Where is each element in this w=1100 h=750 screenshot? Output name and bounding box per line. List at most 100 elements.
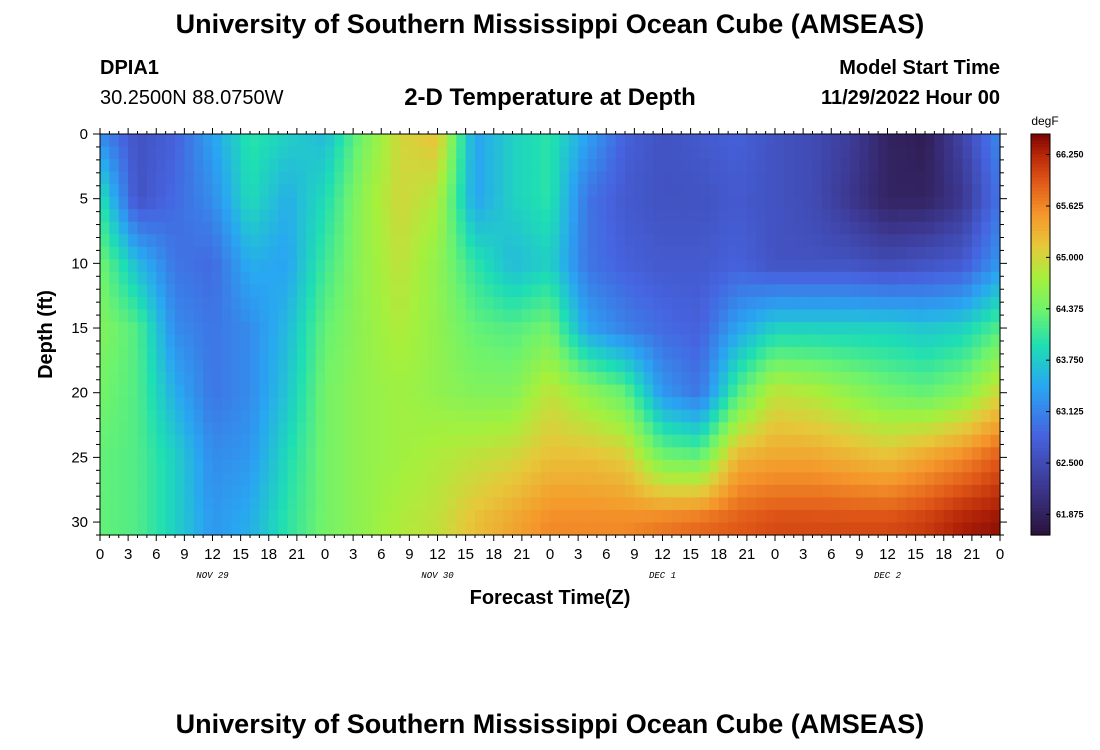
heatmap-cell [221, 159, 232, 173]
heatmap-cell [418, 459, 429, 473]
heatmap-cell [334, 234, 345, 248]
heatmap-cell [128, 296, 139, 311]
heatmap-cell [306, 196, 317, 210]
heatmap-cell [962, 459, 973, 473]
heatmap-cell [643, 134, 654, 148]
heatmap-cell [681, 321, 692, 336]
heatmap-cell [512, 497, 523, 511]
heatmap-cell [653, 134, 664, 148]
heatmap-cell [278, 484, 289, 499]
heatmap-cell [268, 384, 279, 398]
heatmap-cell [578, 221, 589, 235]
heatmap-cell [578, 296, 589, 311]
heatmap-cell [100, 184, 110, 198]
heatmap-cell [240, 484, 251, 499]
heatmap-cell [775, 134, 785, 148]
heatmap-cell [278, 284, 289, 298]
heatmap-cell [184, 497, 195, 511]
heatmap-cell [353, 459, 364, 473]
heatmap-cell [221, 384, 232, 398]
heatmap-cell [400, 221, 410, 235]
heatmap-cell [184, 196, 195, 210]
heatmap-cell [596, 422, 607, 436]
heatmap-cell [681, 509, 692, 524]
heatmap-cell [803, 522, 814, 536]
heatmap-cell [653, 459, 664, 473]
heatmap-cell [803, 409, 814, 423]
heatmap-cell [128, 459, 139, 473]
heatmap-cell [503, 271, 514, 285]
colorbar-segment [1031, 468, 1050, 473]
heatmap-cell [250, 484, 260, 499]
heatmap-cell [953, 384, 964, 398]
heatmap-cell [137, 209, 148, 223]
heatmap-cell [737, 409, 748, 423]
heatmap-cell [165, 409, 176, 423]
heatmap-cell [746, 271, 757, 285]
heatmap-cell [859, 409, 870, 423]
heatmap-cell [175, 309, 185, 323]
heatmap-cell [568, 334, 579, 348]
heatmap-cell [212, 347, 223, 361]
heatmap-cell [559, 509, 570, 524]
heatmap-cell [353, 384, 364, 398]
heatmap-cell [240, 397, 251, 411]
heatmap-cell [850, 134, 860, 148]
heatmap-cell [221, 509, 232, 524]
heatmap-cell [981, 234, 992, 248]
heatmap-cell [756, 347, 767, 361]
heatmap-cell [690, 209, 701, 223]
heatmap-cell [962, 284, 973, 298]
heatmap-cell [840, 159, 851, 173]
heatmap-cell [840, 472, 851, 486]
heatmap-cell [568, 459, 579, 473]
heatmap-cell [353, 434, 364, 448]
heatmap-cell [990, 472, 1001, 486]
heatmap-cell [803, 359, 814, 373]
heatmap-cell [971, 484, 982, 499]
heatmap-cell [906, 209, 917, 223]
heatmap-cell [156, 372, 167, 386]
heatmap-cell [587, 447, 598, 461]
heatmap-cell [165, 359, 176, 373]
heatmap-cell [353, 209, 364, 223]
heatmap-cell [531, 171, 542, 185]
heatmap-cell [709, 246, 720, 260]
heatmap-cell [990, 259, 1001, 273]
heatmap-cell [915, 134, 926, 148]
heatmap-cell [390, 134, 401, 148]
heatmap-cell [400, 434, 410, 448]
heatmap-cell [775, 259, 785, 273]
heatmap-cell [746, 347, 757, 361]
heatmap-cell [362, 509, 373, 524]
heatmap-cell [484, 334, 495, 348]
heatmap-cell [953, 296, 964, 311]
heatmap-cell [934, 347, 945, 361]
heatmap-cell [521, 409, 532, 423]
heatmap-cell [690, 171, 701, 185]
heatmap-cell [821, 296, 832, 311]
heatmap-cell [231, 321, 242, 336]
heatmap-cell [953, 472, 964, 486]
heatmap-cell [943, 246, 954, 260]
heatmap-cell [962, 134, 973, 148]
colorbar-segment [1031, 491, 1050, 496]
heatmap-cell [868, 171, 879, 185]
heatmap-cell [625, 372, 635, 386]
heatmap-cell [250, 384, 260, 398]
heatmap-cell [606, 384, 617, 398]
heatmap-cell [700, 146, 710, 160]
heatmap-cell [756, 522, 767, 536]
heatmap-cell [887, 334, 898, 348]
heatmap-cell [165, 347, 176, 361]
heatmap-cell [184, 246, 195, 260]
heatmap-cell [409, 447, 420, 461]
heatmap-cell [343, 397, 354, 411]
heatmap-cell [212, 334, 223, 348]
heatmap-cell [475, 347, 485, 361]
heatmap-cell [109, 271, 120, 285]
heatmap-cell [878, 372, 889, 386]
heatmap-cell [634, 171, 645, 185]
heatmap-cell [737, 422, 748, 436]
heatmap-cell [390, 422, 401, 436]
